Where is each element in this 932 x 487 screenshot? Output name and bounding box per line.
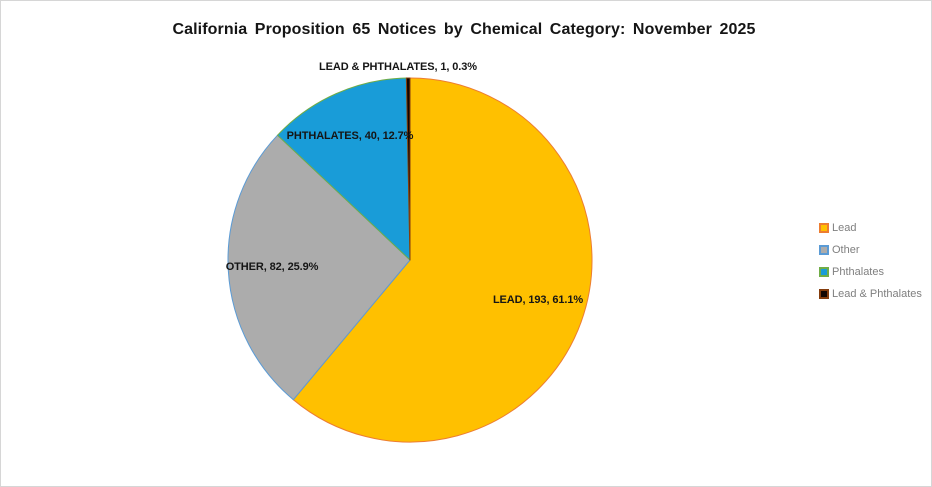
- legend-marker: [819, 288, 829, 299]
- legend-item-phthalates[interactable]: Phthalates: [819, 265, 922, 278]
- pie-chart[interactable]: [220, 70, 600, 450]
- chart-title: California Proposition 65 Notices by Che…: [172, 21, 756, 38]
- legend: Lead Other Phthalates Lead & Phthalates: [819, 221, 922, 309]
- legend-label: Lead: [832, 221, 857, 234]
- legend-marker: [819, 222, 829, 233]
- pie-slice-phthalates[interactable]: [277, 77, 411, 261]
- legend-marker: [819, 244, 829, 255]
- legend-item-other[interactable]: Other: [819, 243, 922, 256]
- pie-slice-lead-phthalates[interactable]: [405, 77, 411, 261]
- legend-label: Other: [832, 243, 860, 256]
- pie-slice-lead[interactable]: [292, 77, 593, 443]
- legend-label: Phthalates: [832, 265, 884, 278]
- legend-item-lead-phthalates[interactable]: Lead & Phthalates: [819, 287, 922, 300]
- legend-marker: [819, 266, 829, 277]
- legend-label: Lead & Phthalates: [832, 287, 922, 300]
- legend-item-lead[interactable]: Lead: [819, 221, 922, 234]
- pie-slice-other[interactable]: [227, 134, 411, 401]
